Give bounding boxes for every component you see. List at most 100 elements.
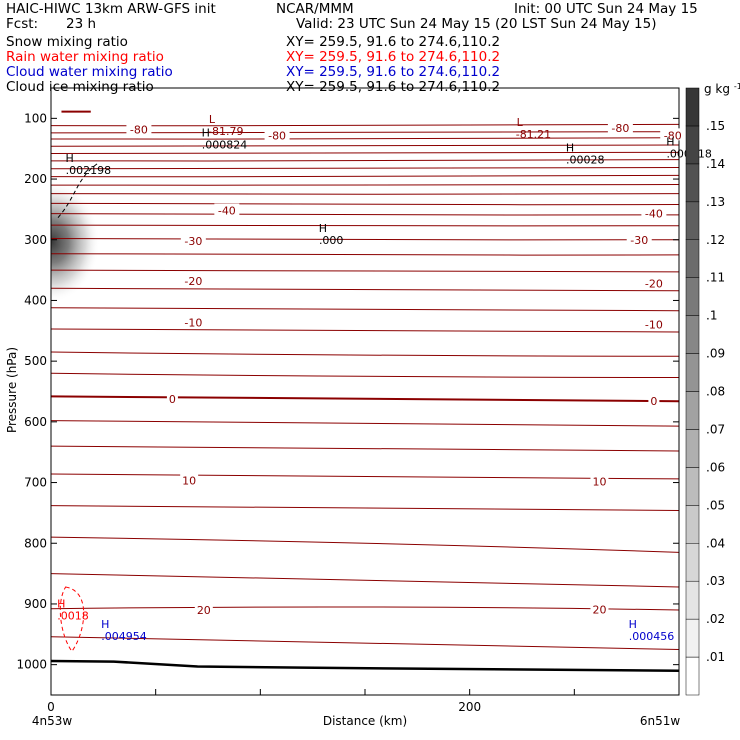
colorbar-label: .03 [706,574,725,588]
isotherm-line [50,445,680,452]
isotherm-line [50,193,680,195]
distance-axis: 0 200 [47,689,680,714]
isotherm-label: -30 [630,234,648,247]
isotherm-line [50,287,680,292]
extremum-value: .0018 [57,610,89,623]
colorbar-label: .15 [706,119,725,133]
isotherm-line [50,238,680,241]
colorbar-segment [685,87,700,127]
y-tick-label: 300 [24,233,47,247]
field-cloudwater-xy: XY= 259.5, 91.6 to 274.6,110.2 [286,64,501,80]
contour-label-bg [180,473,199,486]
field-rain-xy: XY= 259.5, 91.6 to 274.6,110.2 [286,49,501,65]
isotherm-line [50,307,680,312]
extremum-value: .000 [319,234,344,247]
valid-time: Valid: 23 UTC Sun 24 May 15 (20 LST Sun … [296,16,657,32]
isotherm-line [50,372,680,379]
isotherm-line [50,159,680,162]
contour-label-bg [180,315,206,328]
isotherm-label: 0 [650,395,657,408]
org-label: NCAR/MMM [276,1,354,17]
isotherm-label: -80 [268,129,286,142]
colorbar-label: .13 [706,195,725,209]
colorbar: .01 .02 .03 .04 .05 .06 .07 .08 .09 .1 .11 .12 .13 .1… [685,82,740,696]
field-cloudice-xy: XY= 259.5, 91.6 to 274.6,110.2 [286,79,501,95]
y-tick-label: 800 [24,536,47,550]
y-axis-title: Pressure (hPa) [5,347,19,433]
colorbar-segment [685,239,700,278]
snow-mixing-ratio-shading [51,182,100,302]
colorbar-segment [685,391,700,430]
colorbar-label: .14 [706,157,725,171]
isotherm-label: -10 [645,319,663,332]
isotherm-label: -30 [184,235,202,248]
isotherm-label: 20 [197,604,211,617]
isotherm-line [50,202,680,206]
isotherm-line [50,636,680,650]
isotherm-label: -20 [184,275,202,288]
forecast-hours: 23 h [66,16,97,32]
colorbar-label: .08 [706,385,725,399]
rain-water-contour [59,586,85,653]
extremum-value: .000824 [202,139,248,152]
extremum-mark: H [202,127,210,140]
colorbar-label: .04 [706,536,725,550]
temperature-contours [50,123,680,650]
contour-label-bg [126,122,152,135]
contour-label-bg [641,276,667,289]
y-tick-label: 200 [24,172,47,186]
terrain-surface-line [50,659,680,672]
contour-label-bg [590,474,609,487]
field-snow-xy: XY= 259.5, 91.6 to 274.6,110.2 [286,34,501,50]
colorbar-label: .06 [706,460,725,474]
isotherm-label: -40 [218,205,236,218]
isotherm-line [50,473,680,480]
contour-label-bg [641,317,667,330]
extremum-value: .00028 [566,154,605,167]
isotherm-line [50,536,680,553]
extremum-mark: L [209,113,216,126]
isotherm-line [50,137,680,140]
isotherm-line [50,144,680,147]
colorbar-segment [685,580,700,620]
colorbar-segment [685,618,700,658]
contour-label-bg [626,232,652,245]
extrema-markers: L-81.79L-81.21H.000824H.00028H.000218H.0… [57,113,712,643]
colorbar-segment [685,125,700,165]
colorbar-label: .05 [706,498,725,512]
field-snow-name: Snow mixing ratio [6,34,128,50]
isotherm-line [50,167,680,170]
contour-label-bg [590,602,609,615]
contour-label-bg [660,128,686,141]
isotherm-label: 10 [592,475,606,488]
isotherm-label: -80 [611,122,629,135]
x-axis-title: Distance (km) [323,714,407,728]
init-time: Init: 00 UTC Sun 24 May 15 [514,1,698,17]
colorbar-label: .09 [706,347,725,361]
isotherm-line [50,224,680,227]
colorbar-label: .11 [706,271,725,285]
isotherm-label: -40 [645,208,663,221]
y-tick-label: 400 [24,293,47,307]
isotherm-line [50,351,680,357]
extremum-value: .000456 [629,630,675,643]
contour-label-bg [194,603,213,616]
isotherm-line [50,420,680,427]
extremum-mark: H [629,618,637,631]
colorbar-segment [685,467,700,506]
x-tick-label: 200 [458,700,481,714]
isotherm-line [50,151,680,155]
colorbar-label: .01 [706,650,725,664]
colorbar-segment [685,315,700,354]
y-tick-label: 100 [24,111,47,125]
colorbar-label: .1 [706,309,717,323]
x-tick-label: 0 [47,700,55,714]
contour-label-bg [166,391,178,404]
colorbar-segment [685,656,700,696]
y-tick-label: 600 [24,415,47,429]
colorbar-segment [685,353,700,392]
isotherm-line [50,606,680,611]
colorbar-unit: g kg -1 [704,82,740,96]
